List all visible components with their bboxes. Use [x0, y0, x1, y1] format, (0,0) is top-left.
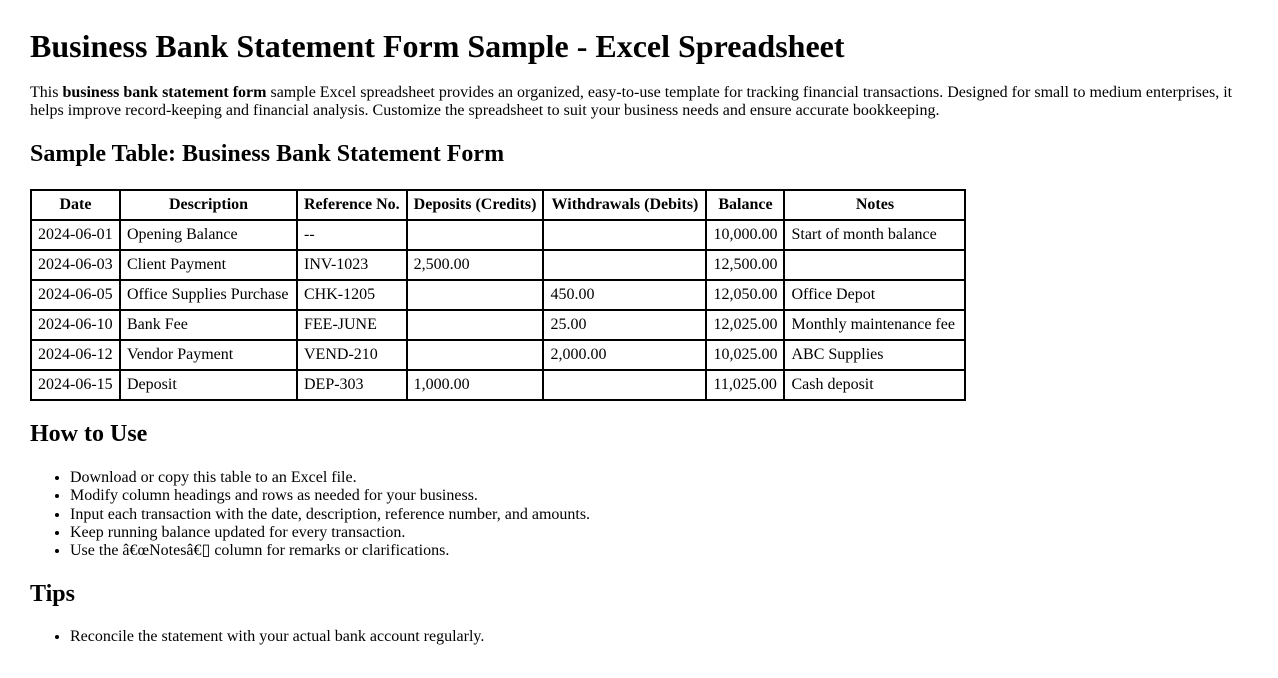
table-cell-notes: Cash deposit: [783, 369, 967, 402]
page-title: Business Bank Statement Form Sample - Ex…: [30, 28, 845, 64]
bank-statement-table: Date Description Reference No. Deposits …: [30, 189, 967, 402]
table-cell-notes: [783, 249, 967, 282]
column-header-deposits: Deposits (Credits): [405, 189, 545, 222]
table-cell-date: 2024-06-01: [30, 219, 121, 252]
tips-list: Reconcile the statement with your actual…: [30, 628, 1248, 646]
table-cell-description: Deposit: [119, 369, 298, 402]
table-cell-balance: 12,050.00: [705, 279, 786, 312]
table-cell-date: 2024-06-03: [30, 249, 121, 282]
table-row: 2024-06-03 Client Payment INV-1023 2,500…: [30, 249, 967, 282]
how-to-use-list: Download or copy this table to an Excel …: [30, 469, 1248, 561]
list-item: Modify column headings and rows as neede…: [70, 487, 1248, 505]
table-cell-notes: Monthly maintenance fee: [783, 309, 967, 342]
table-cell-date: 2024-06-15: [30, 369, 121, 402]
table-cell-deposits: [405, 219, 545, 252]
table-cell-balance: 12,500.00: [705, 249, 786, 282]
sample-table-heading: Sample Table: Business Bank Statement Fo…: [30, 140, 505, 167]
table-row: 2024-06-01 Opening Balance -- 10,000.00 …: [30, 219, 967, 252]
list-item: Use the â€œNotesâ€▯ column for remarks o…: [70, 542, 1248, 560]
table-cell-reference: --: [296, 219, 408, 252]
column-header-reference: Reference No.: [296, 189, 408, 222]
column-header-withdrawals: Withdrawals (Debits): [542, 189, 708, 222]
table-cell-deposits: [405, 279, 545, 312]
table-cell-balance: 10,025.00: [705, 339, 786, 372]
tips-heading: Tips: [30, 580, 75, 607]
table-cell-date: 2024-06-12: [30, 339, 121, 372]
table-cell-reference: FEE-JUNE: [296, 309, 408, 342]
table-cell-notes: ABC Supplies: [783, 339, 967, 372]
table-cell-deposits: [405, 309, 545, 342]
table-cell-withdrawals: [542, 219, 708, 252]
table-cell-date: 2024-06-05: [30, 279, 121, 312]
document-page: Business Bank Statement Form Sample - Ex…: [0, 28, 1278, 647]
intro-text-pre: This: [30, 83, 63, 101]
table-row: 2024-06-15 Deposit DEP-303 1,000.00 11,0…: [30, 369, 967, 402]
table-cell-withdrawals: [542, 369, 708, 402]
table-cell-reference: VEND-210: [296, 339, 408, 372]
table-row: 2024-06-10 Bank Fee FEE-JUNE 25.00 12,02…: [30, 309, 967, 342]
list-item: Input each transaction with the date, de…: [70, 506, 1248, 524]
intro-text-post: sample Excel spreadsheet provides an org…: [30, 83, 1233, 120]
table-cell-date: 2024-06-10: [30, 309, 121, 342]
table-cell-reference: CHK-1205: [296, 279, 408, 312]
intro-text-bold: business bank statement form: [62, 83, 267, 101]
table-header-row: Date Description Reference No. Deposits …: [30, 189, 967, 222]
table-cell-deposits: [405, 339, 545, 372]
table-row: 2024-06-12 Vendor Payment VEND-210 2,000…: [30, 339, 967, 372]
intro-paragraph: This business bank statement form sample…: [30, 84, 1248, 121]
table-cell-notes: Office Depot: [783, 279, 967, 312]
table-cell-description: Vendor Payment: [119, 339, 298, 372]
column-header-balance: Balance: [705, 189, 786, 222]
table-cell-description: Client Payment: [119, 249, 298, 282]
column-header-notes: Notes: [783, 189, 967, 222]
table-cell-balance: 10,000.00: [705, 219, 786, 252]
table-cell-deposits: 1,000.00: [405, 369, 545, 402]
list-item: Reconcile the statement with your actual…: [70, 628, 1248, 646]
how-to-use-heading: How to Use: [30, 421, 148, 448]
table-cell-description: Bank Fee: [119, 309, 298, 342]
table-cell-description: Opening Balance: [119, 219, 298, 252]
table-cell-balance: 12,025.00: [705, 309, 786, 342]
table-cell-withdrawals: 450.00: [542, 279, 708, 312]
list-item: Keep running balance updated for every t…: [70, 524, 1248, 542]
table-cell-deposits: 2,500.00: [405, 249, 545, 282]
table-cell-withdrawals: 25.00: [542, 309, 708, 342]
column-header-date: Date: [30, 189, 121, 222]
column-header-description: Description: [119, 189, 298, 222]
list-item: Download or copy this table to an Excel …: [70, 469, 1248, 487]
table-cell-notes: Start of month balance: [783, 219, 967, 252]
table-cell-balance: 11,025.00: [705, 369, 786, 402]
table-cell-reference: INV-1023: [296, 249, 408, 282]
table-cell-reference: DEP-303: [296, 369, 408, 402]
table-cell-description: Office Supplies Purchase: [119, 279, 298, 312]
table-row: 2024-06-05 Office Supplies Purchase CHK-…: [30, 279, 967, 312]
table-cell-withdrawals: 2,000.00: [542, 339, 708, 372]
table-cell-withdrawals: [542, 249, 708, 282]
